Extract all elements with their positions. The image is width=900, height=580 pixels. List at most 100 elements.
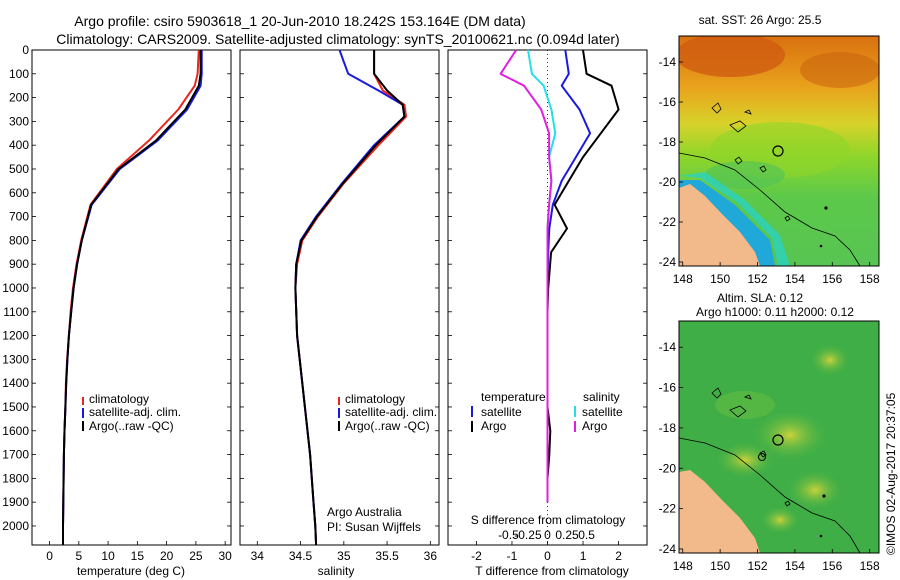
difference-legend: temperature salinity satellite Argo sate… xyxy=(471,390,626,527)
sst-argo-position-marker xyxy=(772,145,784,157)
sla-high-patch xyxy=(787,470,843,510)
x-tick-label: 30 xyxy=(218,549,232,563)
temperature-legend: climatology satellite-adj. clim. Argo(..… xyxy=(82,392,181,433)
map-lat-label: -16 xyxy=(659,95,677,109)
salinity-legend: climatology satellite-adj. clim. Argo(..… xyxy=(327,392,437,534)
depth-tick-label: 1300 xyxy=(2,352,29,366)
legend-label-argo: Argo(..raw -QC) xyxy=(89,419,174,433)
sst-warm-patch xyxy=(800,52,879,88)
x-tick-label: -2 xyxy=(471,549,482,563)
sla-high-patch xyxy=(810,344,850,376)
x-tick-label: -1 xyxy=(507,549,518,563)
depth-tick-label: 500 xyxy=(9,162,29,176)
map-lon-label: 158 xyxy=(860,559,880,573)
legend-label-climatology: climatology xyxy=(345,392,405,406)
sla-neighbour-marker xyxy=(822,494,826,498)
legend-label-argo: Argo(..raw -QC) xyxy=(345,419,430,433)
sla-map-frame xyxy=(678,320,880,554)
series-line-argo-raw-qc- xyxy=(62,50,202,545)
series-line-salinity-argo xyxy=(499,49,553,503)
salinity-difference-label: S difference from climatology xyxy=(471,513,626,527)
map-lon-label: 148 xyxy=(673,559,693,573)
x-tick-label: 20 xyxy=(160,549,174,563)
depth-tick-label: 400 xyxy=(9,138,29,152)
sla-axis: 148 150 152 154 156 158 -14 -16 -18 -20 -22 -24 xyxy=(659,340,880,573)
map-lon-label: 158 xyxy=(860,272,880,286)
depth-tick-label: 1800 xyxy=(2,471,29,485)
depth-tick-label: 1000 xyxy=(2,281,29,295)
x-tick-label: 25 xyxy=(189,549,203,563)
map-lat-label: -16 xyxy=(659,381,677,395)
depth-tick-label: 900 xyxy=(9,257,29,271)
credit-line-1: Argo Australia xyxy=(327,505,402,519)
sst-axis: 148 150 152 154 156 158 -14 -16 -18 -20 -22 -24 xyxy=(659,55,880,286)
depth-tick-label: 1500 xyxy=(2,400,29,414)
depth-tick-label: 1600 xyxy=(2,424,29,438)
legend-title-salinity: salinity xyxy=(583,390,620,404)
timestamp-stamp-wrapper: ©IMOS 02-Aug-2017 20:37:05 xyxy=(884,392,898,555)
sst-warm-patch xyxy=(679,36,785,77)
depth-tick-label: 600 xyxy=(9,186,29,200)
temperature-panel xyxy=(31,49,232,546)
credit-line-2: PI: Susan Wijffels xyxy=(327,520,421,534)
depth-tick-label: 2000 xyxy=(2,519,29,533)
sst-depth-contour xyxy=(679,152,861,266)
map-lat-label: -14 xyxy=(659,55,677,69)
sst-neighbour-marker xyxy=(824,206,828,210)
map-lon-label: 154 xyxy=(785,272,805,286)
depth-tick-label: 1200 xyxy=(2,329,29,343)
depth-tick-label: 200 xyxy=(9,91,29,105)
legend-label-t-satellite: satellite xyxy=(481,405,522,419)
map-lat-label: -24 xyxy=(659,542,677,556)
sst-reef xyxy=(711,102,791,222)
profile-lines xyxy=(62,49,620,546)
salinity-xlabel: salinity xyxy=(318,564,355,578)
salinity-panel xyxy=(239,49,440,546)
legend-label-s-argo: Argo xyxy=(582,419,608,433)
sla-high-patch xyxy=(715,391,775,419)
map-lat-label: -20 xyxy=(659,461,677,475)
sst-map-title: sat. SST: 26 Argo: 25.5 xyxy=(699,13,822,27)
temperature-xlabel: temperature (deg C) xyxy=(77,564,185,578)
depth-axis: 0 100 200 300 400 500 600 700 800 900 1000 1100 1200… xyxy=(2,43,29,533)
difference-xlabel: T difference from climatology xyxy=(475,564,629,578)
map-lon-label: 152 xyxy=(747,272,767,286)
x-tick-label: 35.5 xyxy=(375,549,399,563)
map-lon-label: 156 xyxy=(822,272,842,286)
depth-tick-label: 1400 xyxy=(2,376,29,390)
depth-tick-label: 700 xyxy=(9,210,29,224)
timestamp-stamp: ©IMOS 02-Aug-2017 20:37:05 xyxy=(884,392,898,555)
s-diff-tick-label: -0.5 xyxy=(498,528,519,542)
x-tick-label: 10 xyxy=(101,549,115,563)
x-tick-label: 0 xyxy=(544,549,551,563)
legend-label-climatology: climatology xyxy=(89,392,149,406)
s-diff-tick-label: 0.5 xyxy=(578,528,595,542)
series-line-temperature-argo xyxy=(546,49,620,503)
x-tick-label: 34 xyxy=(251,549,265,563)
x-tick-label: 15 xyxy=(131,549,145,563)
map-lon-label: 154 xyxy=(785,559,805,573)
sla-high-patch xyxy=(752,409,828,461)
x-tick-label: 2 xyxy=(615,549,622,563)
depth-tick-label: 1100 xyxy=(3,305,29,319)
sst-land xyxy=(679,184,760,266)
sst-map xyxy=(679,36,879,266)
sla-high-patch xyxy=(760,506,800,534)
sla-depth-contour xyxy=(679,437,861,553)
depth-tick-label: 1900 xyxy=(2,495,29,509)
x-tick-label: 35 xyxy=(337,549,351,563)
s-diff-tick-label: -0.25 xyxy=(514,528,542,542)
map-lon-label: 156 xyxy=(822,559,842,573)
sla-map-title-1: Altim. SLA: 0.12 xyxy=(717,291,803,305)
title-line-2: Climatology: CARS2009. Satellite-adjuste… xyxy=(56,31,619,47)
map-lat-label: -20 xyxy=(659,175,677,189)
map-lat-label: -18 xyxy=(659,135,677,149)
depth-tick-label: 1700 xyxy=(2,448,29,462)
depth-tick-label: 300 xyxy=(9,114,29,128)
x-tick-label: 0 xyxy=(46,549,53,563)
tick-layer: 0 5 10 15 20 25 30 34 34.5 35 35.5 36 -2 -1 0 1 2 -0.5-0.… xyxy=(32,49,647,563)
legend-label-satellite: satellite-adj. clim. xyxy=(89,405,181,419)
map-lat-label: -18 xyxy=(659,421,677,435)
x-tick-label: 34.5 xyxy=(289,549,313,563)
